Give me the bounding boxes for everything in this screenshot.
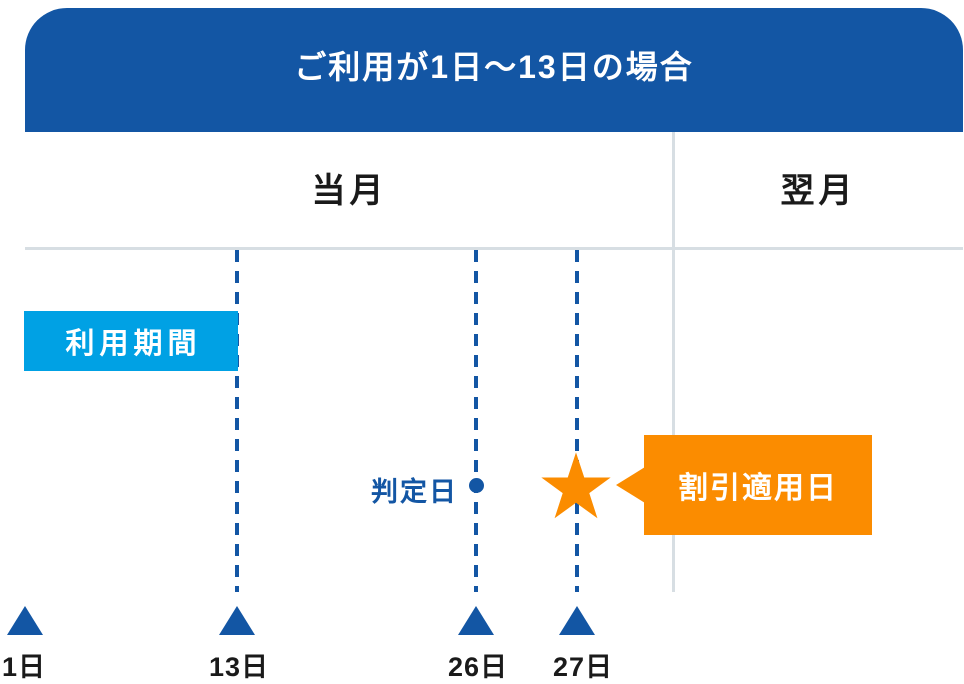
- day-label: 1日: [1, 652, 47, 682]
- month-label-current: 当月: [311, 172, 388, 210]
- usage-period-bar: 利用期間: [24, 311, 238, 371]
- day-label: 26日: [447, 652, 509, 682]
- discount-callout-label: 割引適用日: [678, 472, 838, 505]
- diagram-title: ご利用が1日〜13日の場合: [294, 49, 694, 85]
- discount-callout: 割引適用日: [644, 435, 872, 535]
- dashed-line-day26: [474, 250, 478, 592]
- triangle-up-icon: [458, 606, 494, 635]
- triangle-up-icon: [559, 606, 595, 635]
- header-banner: ご利用が1日〜13日の場合: [25, 8, 963, 132]
- dashed-line-day13: [235, 250, 239, 592]
- callout-arrow-left-icon: [616, 467, 645, 503]
- day-label: 13日: [208, 652, 270, 682]
- triangle-up-icon: [7, 606, 43, 635]
- month-divider-line: [672, 132, 675, 592]
- dot-icon: [469, 478, 484, 493]
- triangle-up-icon: [219, 606, 255, 635]
- day-label: 27日: [552, 652, 614, 682]
- star-icon: [540, 451, 612, 521]
- judgment-day-label: 判定日: [371, 477, 458, 507]
- month-label-next: 翌月: [780, 172, 857, 210]
- dashed-line-day27: [575, 250, 579, 592]
- timeline-baseline: [25, 247, 963, 250]
- usage-period-label: 利用期間: [65, 328, 202, 360]
